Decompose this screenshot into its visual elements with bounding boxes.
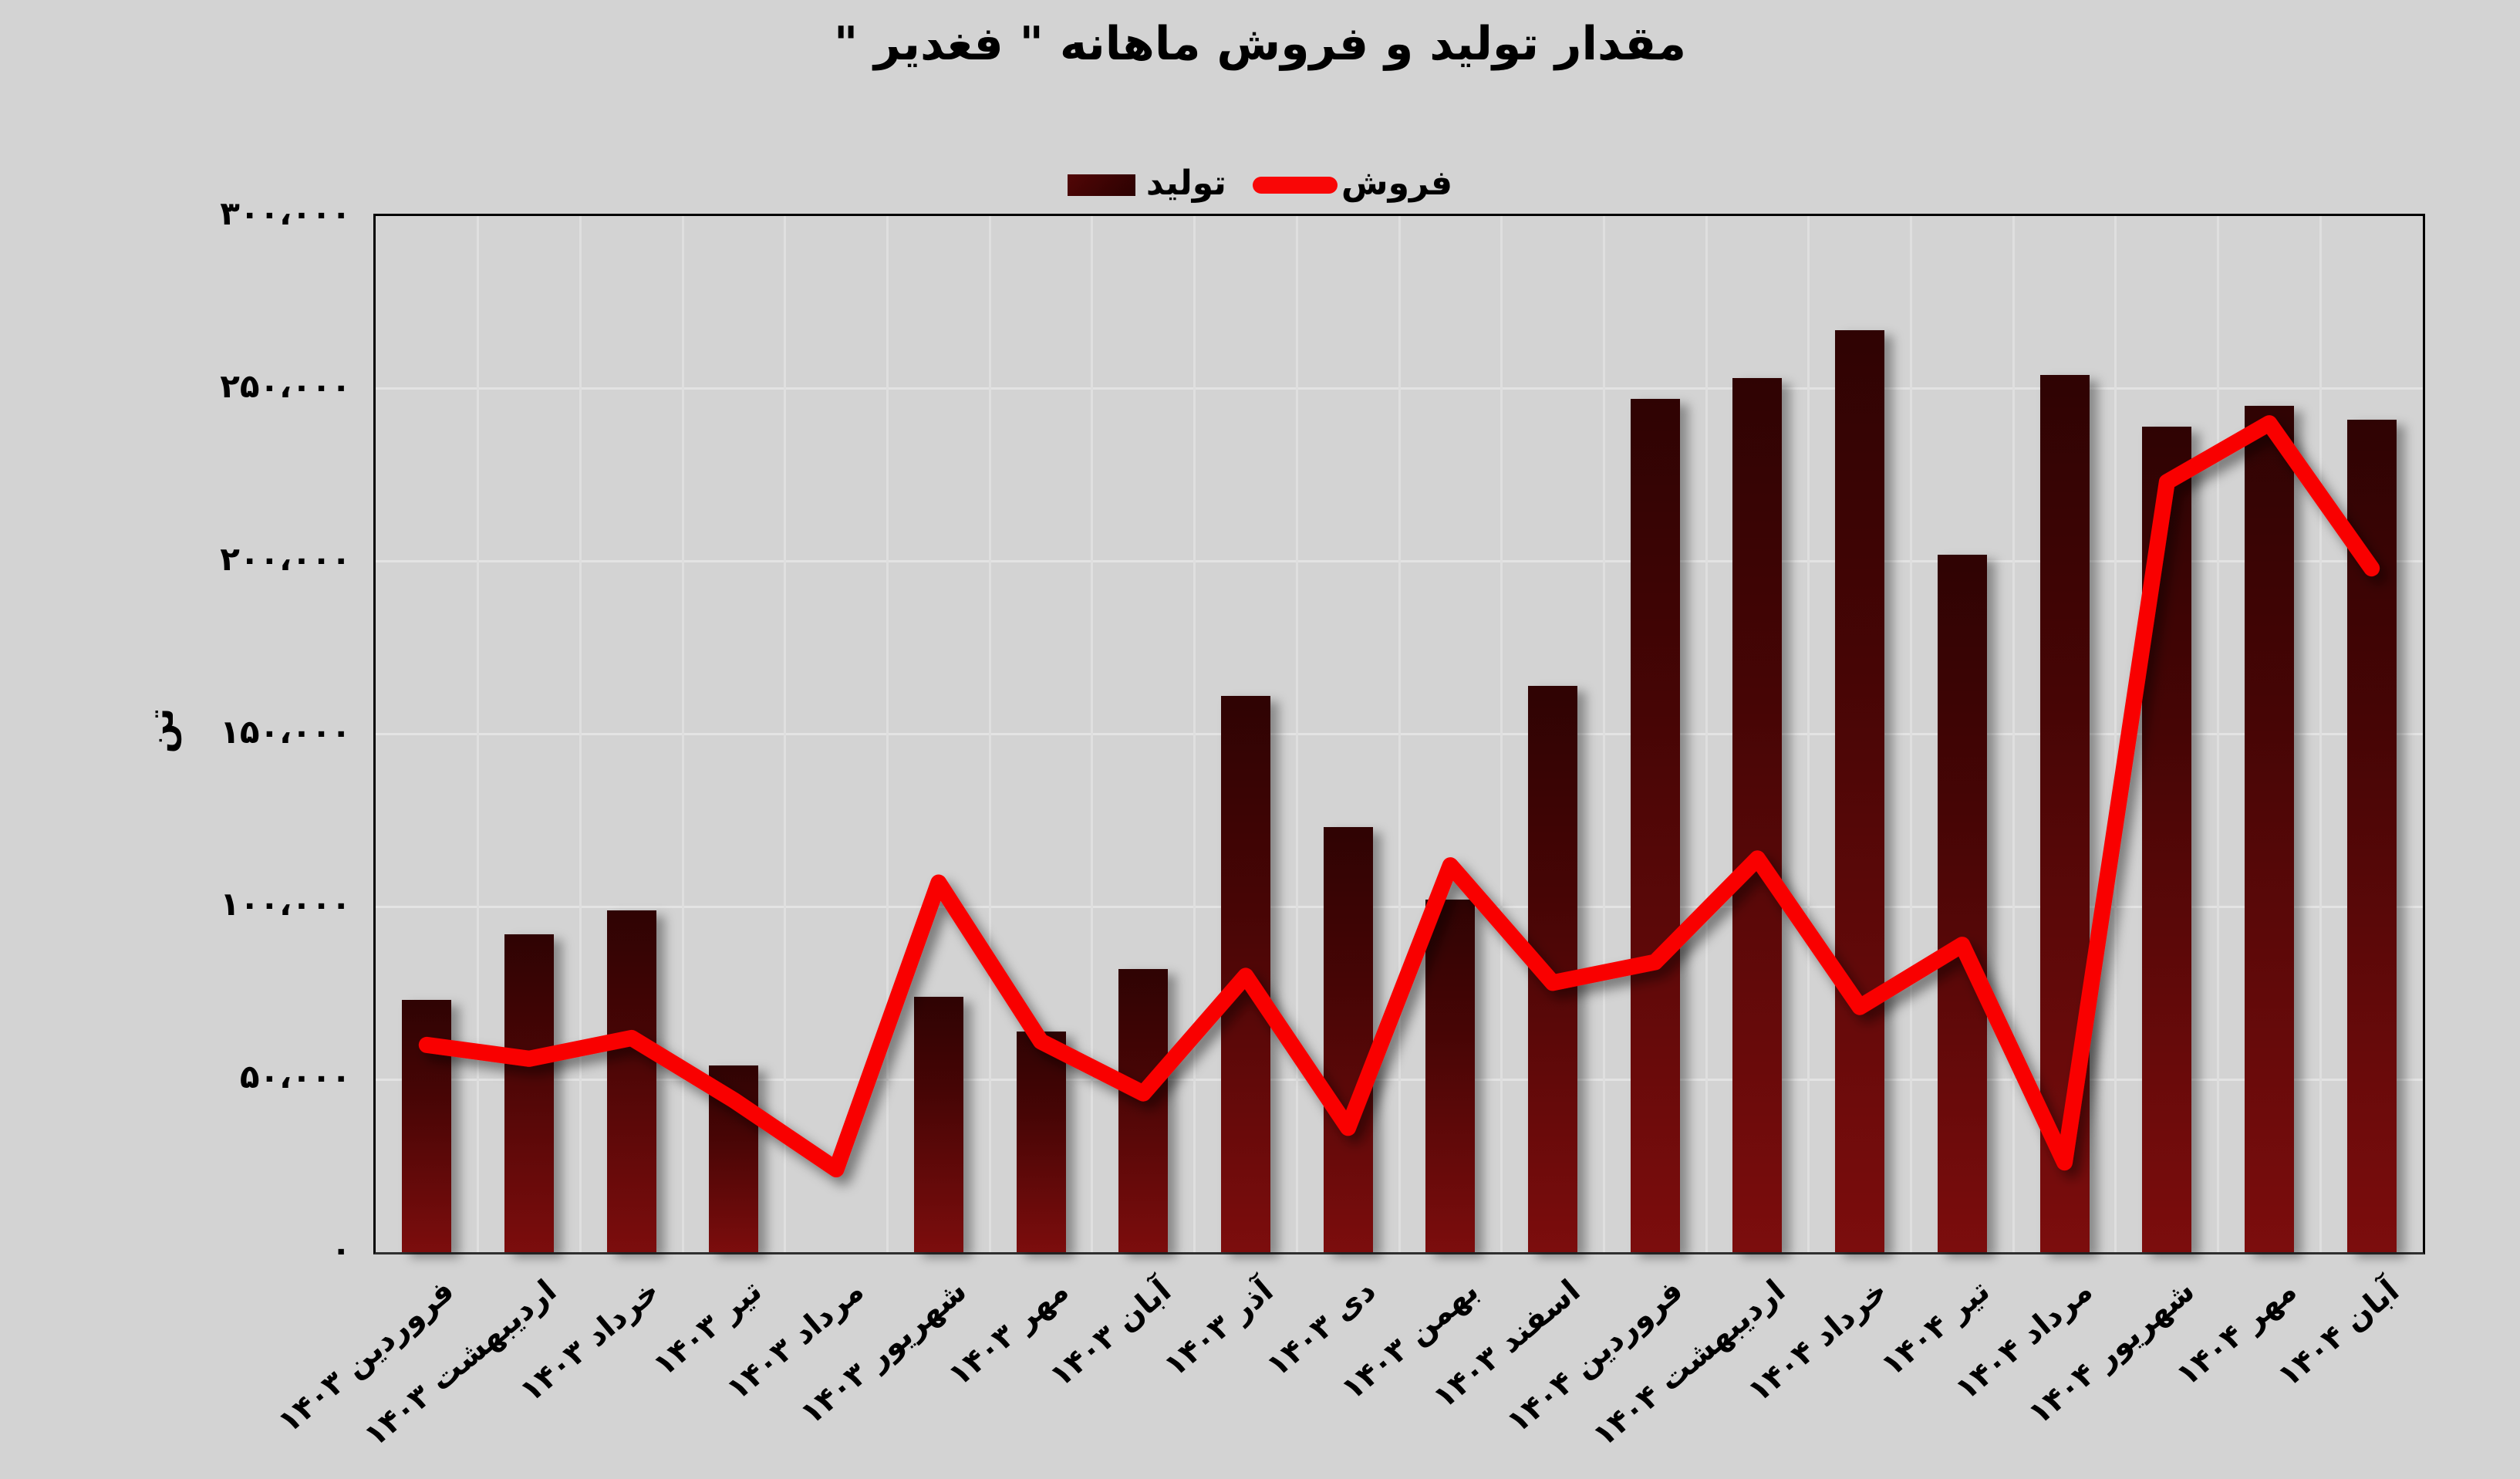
y-tick-label: ۱۵۰،۰۰۰ <box>220 712 351 751</box>
v-gridline <box>477 216 480 1252</box>
v-gridline <box>784 216 787 1252</box>
sales-polyline <box>418 415 2380 1178</box>
y-tick-label: ۲۵۰،۰۰۰ <box>220 366 351 405</box>
v-gridline <box>1705 216 1708 1252</box>
production-bar-14 <box>1732 378 1783 1252</box>
production-bar-15 <box>1835 329 1885 1252</box>
v-gridline <box>1398 216 1401 1252</box>
y-tick-label: ۰ <box>331 1231 351 1268</box>
production-bar-19 <box>2244 406 2294 1252</box>
x-tick-label: فروردین ۱۴۰۴ <box>1500 1273 1690 1440</box>
v-gridline <box>2319 216 2322 1252</box>
v-gridline <box>2217 216 2220 1252</box>
v-gridline <box>886 216 889 1252</box>
v-gridline <box>1807 216 1810 1252</box>
production-bar-8 <box>1118 968 1169 1252</box>
sales-line <box>418 415 2380 1178</box>
plot-area <box>373 214 2425 1254</box>
v-gridline <box>1295 216 1298 1252</box>
v-gridline <box>2012 216 2015 1252</box>
y-tick-label: ۱۰۰،۰۰۰ <box>220 885 351 924</box>
production-legend-swatch <box>1067 174 1135 196</box>
production-bar-6 <box>913 996 963 1252</box>
v-gridline <box>579 216 582 1252</box>
production-bar-13 <box>1630 399 1680 1252</box>
v-gridline <box>1910 216 1912 1252</box>
y-tick-label: ۳۰۰،۰۰۰ <box>220 194 351 232</box>
v-gridline <box>988 216 991 1252</box>
v-gridline <box>1091 216 1094 1252</box>
production-legend-label: تولید <box>1145 164 1226 203</box>
v-gridline <box>681 216 684 1252</box>
production-bar-3 <box>606 910 656 1252</box>
x-tick-label: فروردین ۱۴۰۳ <box>272 1273 461 1440</box>
legend: تولید فروش <box>0 164 2520 203</box>
v-gridline <box>1602 216 1605 1252</box>
y-tick-label: ۲۰۰،۰۰۰ <box>220 539 351 578</box>
chart-title: مقدار تولید و فروش ماهانه " فغدیر " <box>833 17 1687 71</box>
production-bar-16 <box>1937 554 1987 1252</box>
production-bar-10 <box>1323 827 1373 1252</box>
v-gridline <box>2114 216 2117 1252</box>
production-bar-2 <box>504 934 555 1252</box>
v-gridline <box>1500 216 1503 1252</box>
production-bar-11 <box>1425 900 1476 1252</box>
y-tick-label: ۵۰،۰۰۰ <box>239 1058 351 1096</box>
x-tick-label: آذر ۱۴۰۳ <box>1157 1273 1280 1384</box>
production-bar-7 <box>1016 1031 1066 1252</box>
v-gridline <box>1193 216 1196 1252</box>
sales-legend-label: فروش <box>1341 164 1453 203</box>
sales-legend-swatch <box>1252 177 1338 194</box>
y-axis-title: تن <box>140 707 181 754</box>
